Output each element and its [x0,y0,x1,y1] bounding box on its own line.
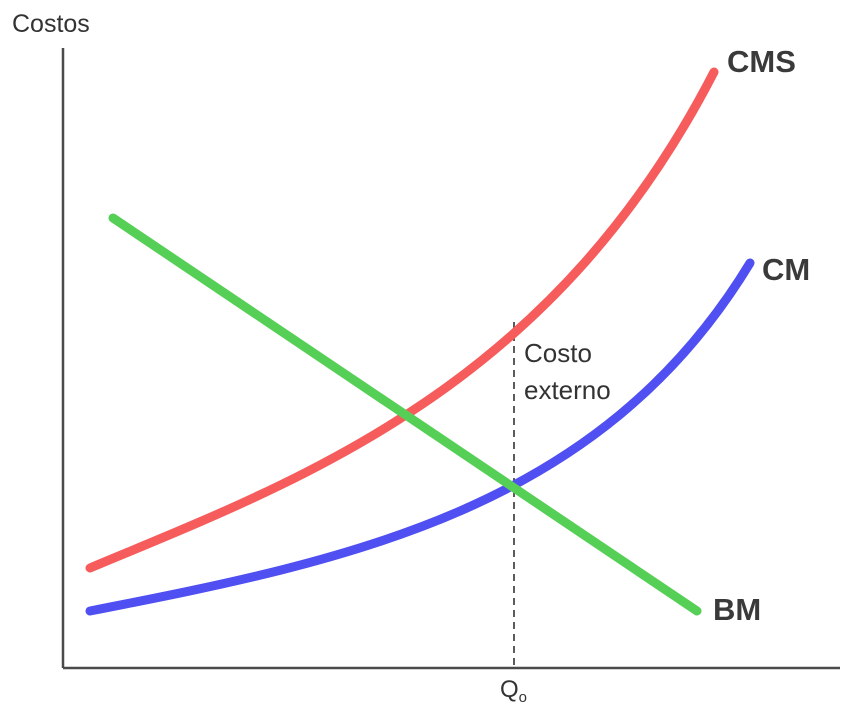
cm-curve [85,258,755,616]
qo-label: Qo [500,676,527,702]
external-cost-label-line2: externo [524,375,611,405]
cm-label: CM [762,252,810,287]
y-axis-label: Costos [12,10,90,38]
bm-label: BM [713,592,761,627]
bm-curve [108,213,702,616]
cms-label: CMS [727,44,796,79]
qo-subscript: o [519,689,527,702]
cms-curve [85,67,719,573]
external-cost-label-line1: Costo [524,338,592,368]
